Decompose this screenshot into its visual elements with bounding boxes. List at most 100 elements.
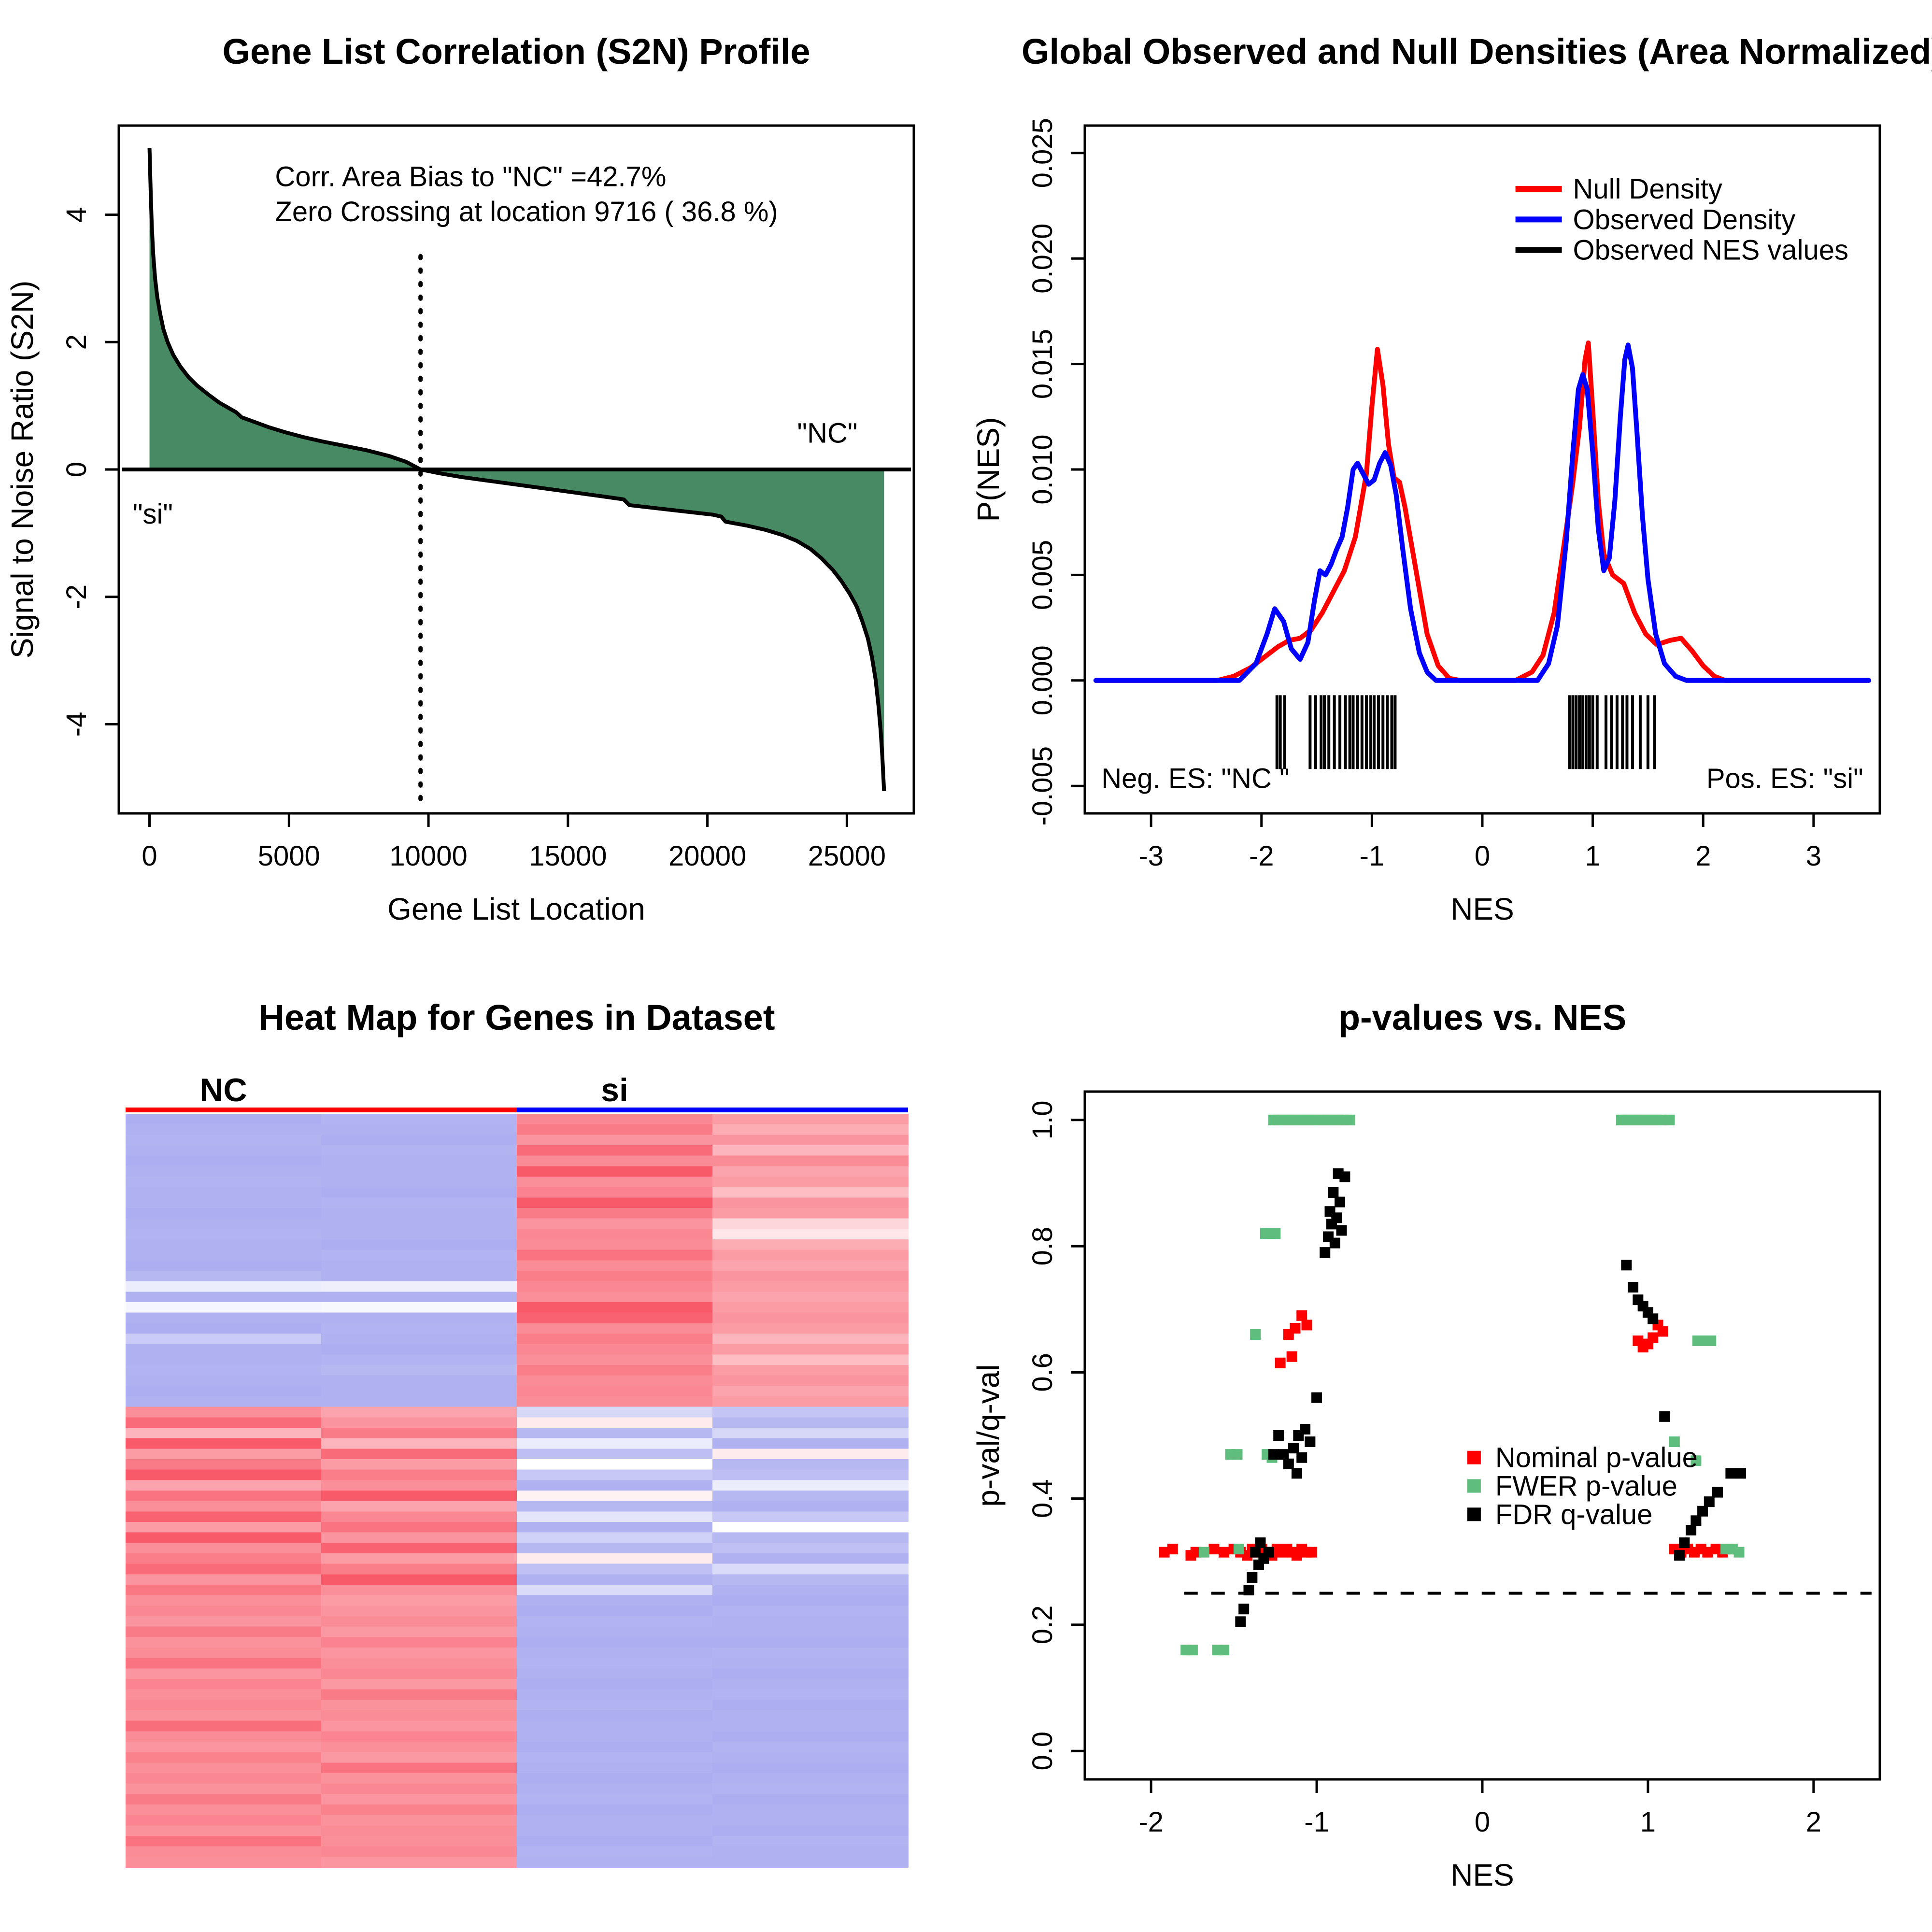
heatmap-cell — [126, 1428, 322, 1439]
heatmap-cell — [126, 1135, 322, 1146]
heatmap-cell — [321, 1762, 517, 1774]
scatter-point-2 — [1336, 1225, 1347, 1236]
heatmap-cell — [321, 1836, 517, 1847]
heatmap-cell — [712, 1563, 909, 1575]
heatmap-cell — [126, 1658, 322, 1669]
heatmap-cell — [712, 1239, 909, 1250]
legend-square-swatch — [1467, 1507, 1481, 1521]
heatmap-cell — [517, 1334, 713, 1345]
neg-es-label: Neg. ES: "NC " — [1101, 763, 1289, 795]
heatmap-cell — [126, 1815, 322, 1826]
heatmap-cell — [517, 1491, 713, 1502]
x-axis-label: NES — [1450, 1858, 1514, 1892]
heatmap-cell — [126, 1166, 322, 1177]
heatmap-cell — [126, 1648, 322, 1659]
scatter-point-2 — [1278, 1449, 1289, 1460]
heatmap-cell — [126, 1396, 322, 1407]
y-axis-label: p-val/q-val — [971, 1364, 1006, 1506]
heatmap-cell — [712, 1344, 909, 1355]
heatmap-cell — [712, 1260, 909, 1271]
x-tick-label: 1 — [1640, 1806, 1656, 1838]
scatter-point-0 — [1167, 1544, 1178, 1555]
heatmap-cell — [126, 1365, 322, 1376]
global-densities-chart: -3 -2 -1 0 1 2 3 -0.005 0.000 0.005 0.010 0.015 0.02… — [966, 0, 1932, 966]
heatmap-cell — [517, 1846, 713, 1858]
phenotype-left-label: "si" — [133, 498, 173, 530]
heatmap-cell — [712, 1124, 909, 1136]
y-tick-label: 0 — [61, 462, 92, 477]
scatter-point-1 — [1250, 1329, 1261, 1340]
heatmap-cell — [321, 1229, 517, 1240]
scatter-point-2 — [1288, 1443, 1299, 1454]
heatmap-cell — [126, 1668, 322, 1679]
heatmap-cell — [126, 1375, 322, 1387]
heatmap-cell — [517, 1762, 713, 1774]
heatmap-cell — [321, 1773, 517, 1784]
heatmap-cell — [321, 1239, 517, 1250]
x-tick-label: 0 — [1475, 840, 1490, 872]
heatmap-cell — [712, 1762, 909, 1774]
heatmap-cell — [517, 1302, 713, 1313]
scatter-point-2 — [1320, 1247, 1331, 1258]
heatmap-cell — [126, 1197, 322, 1208]
heatmap-cell — [712, 1302, 909, 1313]
heatmap-cell — [712, 1836, 909, 1847]
heatmap-cell — [712, 1585, 909, 1596]
x-tick-label: 3 — [1806, 840, 1821, 872]
heatmap-cell — [126, 1334, 322, 1345]
heatmap-cell — [321, 1386, 517, 1397]
heatmap-cell — [517, 1271, 713, 1282]
scatter-point-2 — [1326, 1219, 1337, 1230]
heatmap-cell — [712, 1177, 909, 1188]
heatmap-cell — [321, 1783, 517, 1795]
heatmap-cell — [712, 1197, 909, 1208]
heatmap-cell — [126, 1292, 322, 1303]
heatmap-cell — [517, 1135, 713, 1146]
scatter-point-0 — [1648, 1332, 1659, 1343]
heatmap-cell — [321, 1689, 517, 1701]
heatmap-cell — [517, 1177, 713, 1188]
heatmap-cell — [517, 1480, 713, 1491]
heatmap-cell — [712, 1386, 909, 1397]
heatmap-cell — [126, 1710, 322, 1721]
heatmap-cell — [126, 1281, 322, 1293]
heatmap-cell — [712, 1689, 909, 1701]
heatmap-cell — [517, 1406, 713, 1418]
annotation-text: Corr. Area Bias to "NC" =42.7% — [275, 161, 666, 192]
scatter-point-2 — [1329, 1237, 1340, 1249]
heatmap-cell — [712, 1794, 909, 1805]
scatter-point-2 — [1621, 1260, 1632, 1271]
heatmap-cell — [126, 1825, 322, 1836]
heatmap-cell — [712, 1334, 909, 1345]
heatmap-cell — [126, 1218, 322, 1230]
heatmap-cell — [517, 1417, 713, 1428]
heatmap-cell — [126, 1522, 322, 1533]
density-curve-0 — [1093, 340, 1872, 683]
heatmap-cells — [126, 1114, 909, 1868]
heatmap-cell — [126, 1208, 322, 1219]
scatter-point-1 — [1733, 1547, 1745, 1558]
heatmap-cell — [712, 1281, 909, 1293]
scatter-point-0 — [1275, 1357, 1286, 1368]
y-tick-label: 0.020 — [1027, 224, 1058, 294]
chart-title: p-values vs. NES — [1338, 997, 1626, 1037]
s2n-curve — [147, 148, 886, 792]
scatter-point-1 — [1705, 1335, 1717, 1347]
scatter-point-2 — [1679, 1537, 1690, 1548]
heatmap-cell — [517, 1229, 713, 1240]
heatmap-cell — [321, 1292, 517, 1303]
heatmap-cell — [126, 1742, 322, 1753]
heatmap-cell — [712, 1449, 909, 1460]
scatter-point-2 — [1725, 1468, 1736, 1479]
heatmap-cell — [126, 1449, 322, 1460]
x-tick-label: 2 — [1695, 840, 1711, 872]
scatter-point-1 — [1656, 1114, 1667, 1125]
heatmap-cell — [712, 1710, 909, 1721]
heatmap-cell — [321, 1731, 517, 1742]
heatmap-cell — [517, 1857, 713, 1868]
heatmap-cell — [126, 1553, 322, 1564]
pos-es-label: Pos. ES: "si" — [1706, 763, 1863, 795]
heatmap-cell — [712, 1166, 909, 1177]
scatter-point-2 — [1690, 1515, 1702, 1526]
heatmap-cell — [712, 1480, 909, 1491]
